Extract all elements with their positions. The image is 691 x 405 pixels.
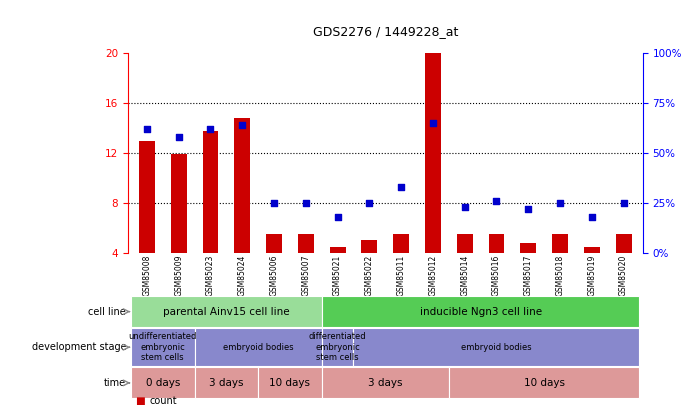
Text: GSM85019: GSM85019	[587, 255, 596, 296]
Bar	[322, 296, 639, 327]
Point	[205, 126, 216, 132]
Text: 3 days: 3 days	[368, 378, 402, 388]
Bar	[258, 367, 322, 398]
Text: GSM85012: GSM85012	[428, 255, 437, 296]
Bar	[457, 234, 473, 253]
Bar	[552, 234, 568, 253]
Point	[237, 122, 248, 128]
Bar	[322, 328, 354, 366]
Text: 3 days: 3 days	[209, 378, 244, 388]
Text: parental Ainv15 cell line: parental Ainv15 cell line	[163, 307, 290, 317]
Text: 10 days: 10 days	[269, 378, 310, 388]
Bar	[425, 53, 441, 253]
Bar	[520, 243, 536, 253]
Point	[269, 200, 280, 206]
Text: differentiated
embryonic
stem cells: differentiated embryonic stem cells	[309, 333, 366, 362]
Bar	[330, 247, 346, 253]
Point	[491, 198, 502, 204]
Text: cell line: cell line	[88, 307, 126, 317]
Text: GSM85024: GSM85024	[238, 255, 247, 296]
Text: GSM85018: GSM85018	[556, 255, 565, 296]
Point	[522, 206, 533, 212]
Bar	[616, 234, 632, 253]
Bar	[322, 367, 448, 398]
Bar	[171, 154, 187, 253]
Bar	[139, 141, 155, 253]
Bar	[393, 234, 409, 253]
Bar	[195, 328, 322, 366]
Text: ■: ■	[135, 396, 144, 405]
Bar	[202, 130, 218, 253]
Point	[142, 126, 153, 132]
Text: GSM85017: GSM85017	[524, 255, 533, 296]
Bar	[489, 234, 504, 253]
Bar	[354, 328, 639, 366]
Point	[618, 200, 629, 206]
Point	[173, 134, 184, 140]
Bar	[131, 328, 195, 366]
Text: GSM85011: GSM85011	[397, 255, 406, 296]
Bar	[234, 118, 250, 253]
Text: 0 days: 0 days	[146, 378, 180, 388]
Point	[364, 200, 375, 206]
Bar	[584, 247, 600, 253]
Text: inducible Ngn3 cell line: inducible Ngn3 cell line	[419, 307, 542, 317]
Point	[427, 120, 438, 126]
Text: GSM85022: GSM85022	[365, 255, 374, 296]
Bar	[361, 240, 377, 253]
Text: GSM85021: GSM85021	[333, 255, 342, 296]
Bar	[131, 367, 195, 398]
Bar	[195, 367, 258, 398]
Text: GSM85014: GSM85014	[460, 255, 469, 296]
Point	[586, 213, 597, 220]
Text: embryoid bodies: embryoid bodies	[223, 343, 294, 352]
Text: count: count	[150, 396, 178, 405]
Text: time: time	[104, 378, 126, 388]
Point	[301, 200, 312, 206]
Point	[554, 200, 565, 206]
Text: GSM85008: GSM85008	[142, 255, 151, 296]
Text: embryoid bodies: embryoid bodies	[461, 343, 532, 352]
Text: development stage: development stage	[32, 342, 126, 352]
Text: GDS2276 / 1449228_at: GDS2276 / 1449228_at	[312, 26, 458, 38]
Point	[332, 213, 343, 220]
Text: 10 days: 10 days	[524, 378, 565, 388]
Point	[395, 184, 406, 190]
Text: GSM85020: GSM85020	[619, 255, 628, 296]
Text: GSM85016: GSM85016	[492, 255, 501, 296]
Text: undifferentiated
embryonic
stem cells: undifferentiated embryonic stem cells	[129, 333, 197, 362]
Point	[459, 204, 470, 210]
Bar	[131, 296, 322, 327]
Bar	[448, 367, 639, 398]
Text: GSM85007: GSM85007	[301, 255, 310, 296]
Bar	[298, 234, 314, 253]
Text: GSM85006: GSM85006	[269, 255, 278, 296]
Text: GSM85009: GSM85009	[174, 255, 183, 296]
Text: GSM85023: GSM85023	[206, 255, 215, 296]
Bar	[266, 234, 282, 253]
